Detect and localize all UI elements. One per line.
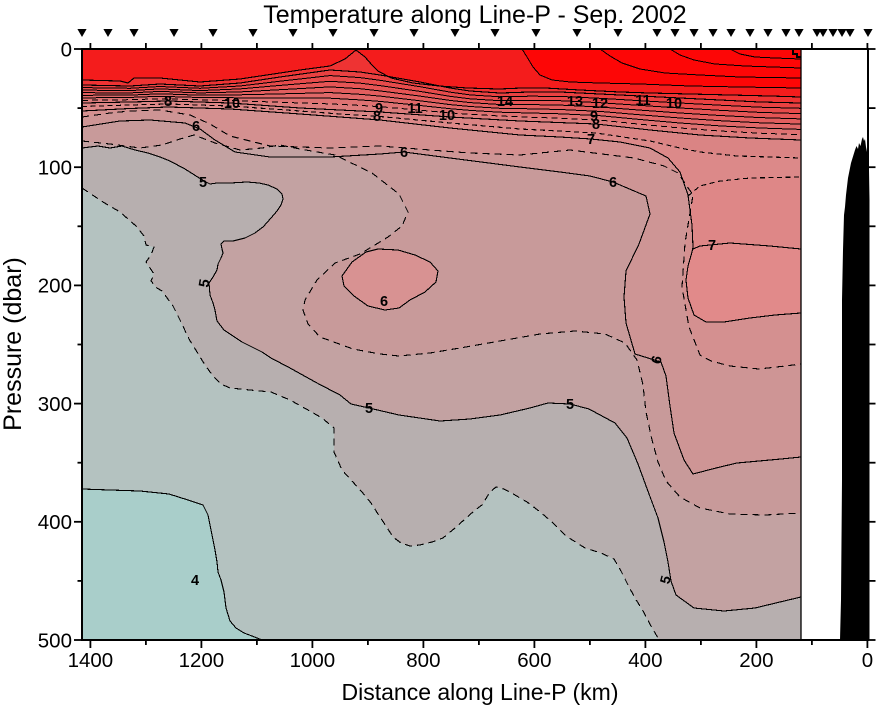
svg-text:12: 12 (592, 96, 608, 112)
svg-text:6: 6 (380, 294, 388, 310)
svg-text:4: 4 (191, 573, 199, 589)
svg-text:400: 400 (628, 649, 662, 672)
svg-text:Pressure (dbar): Pressure (dbar) (0, 257, 27, 431)
svg-text:400: 400 (38, 511, 72, 534)
svg-text:1200: 1200 (179, 649, 225, 672)
svg-text:6: 6 (400, 145, 408, 161)
svg-text:1000: 1000 (290, 649, 336, 672)
svg-text:800: 800 (406, 649, 440, 672)
svg-text:6: 6 (609, 175, 617, 191)
svg-text:7: 7 (587, 132, 595, 148)
svg-text:500: 500 (38, 629, 72, 652)
svg-text:14: 14 (497, 94, 513, 110)
svg-text:200: 200 (38, 275, 72, 298)
svg-text:6: 6 (192, 119, 200, 135)
svg-text:10: 10 (666, 96, 682, 112)
svg-text:5: 5 (196, 278, 213, 289)
svg-text:10: 10 (224, 96, 240, 112)
svg-text:5: 5 (365, 401, 373, 417)
svg-text:5: 5 (656, 574, 674, 586)
svg-text:11: 11 (407, 101, 422, 117)
svg-text:1400: 1400 (68, 649, 114, 672)
svg-text:5: 5 (566, 397, 574, 413)
svg-text:9: 9 (590, 109, 598, 125)
svg-text:5: 5 (199, 175, 207, 191)
svg-text:6: 6 (647, 354, 665, 366)
svg-text:8: 8 (164, 94, 172, 110)
svg-text:200: 200 (739, 649, 773, 672)
svg-text:9: 9 (375, 101, 383, 117)
svg-text:Temperature along Line-P - Sep: Temperature along Line-P - Sep. 2002 (263, 1, 686, 29)
svg-text:8: 8 (592, 117, 600, 133)
svg-text:100: 100 (38, 157, 72, 180)
svg-text:0: 0 (61, 38, 72, 61)
svg-text:0: 0 (862, 649, 873, 672)
svg-text:10: 10 (439, 108, 455, 124)
svg-text:13: 13 (567, 94, 583, 110)
svg-text:8: 8 (373, 109, 381, 125)
svg-text:11: 11 (635, 93, 650, 109)
svg-text:300: 300 (38, 393, 72, 416)
svg-text:7: 7 (708, 238, 716, 254)
svg-text:600: 600 (517, 649, 551, 672)
svg-text:Distance along Line-P (km): Distance along Line-P (km) (342, 679, 619, 705)
